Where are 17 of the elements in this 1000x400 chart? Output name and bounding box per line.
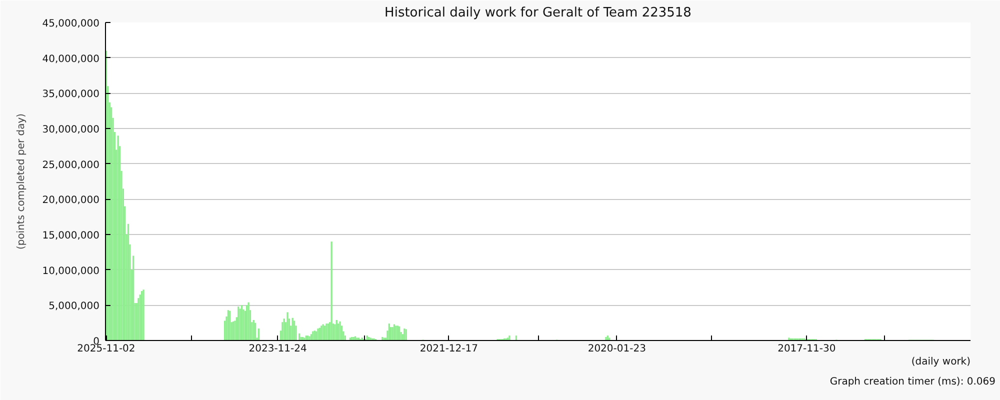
y-tick-label: 15,000,000 xyxy=(42,230,100,242)
y-tick-label: 25,000,000 xyxy=(42,160,100,171)
y-tick-label: 45,000,000 xyxy=(42,18,100,30)
chart-title: Historical daily work for Geralt of Team 223518 xyxy=(384,6,692,20)
y-tick-label: 5,000,000 xyxy=(48,301,100,312)
y-tick-label: 30,000,000 xyxy=(42,124,100,136)
y-tick-label: 20,000,000 xyxy=(42,195,100,206)
x-tick-label: 2023-11-24 xyxy=(248,344,307,354)
x-tick-label: 2021-12-17 xyxy=(420,344,478,354)
y-tick-label: 40,000,000 xyxy=(42,54,100,65)
text: Graph creation timer (ms): 0.069 xyxy=(830,376,996,388)
y-tick-label: 10,000,000 xyxy=(42,266,100,277)
x-tick-label: 2020-01-23 xyxy=(588,344,646,354)
x-axis-title: (daily work) xyxy=(911,356,971,368)
y-tick-label: 35,000,000 xyxy=(42,89,100,100)
x-tick-label: 2017-11-30 xyxy=(778,344,836,354)
y-axis-title: (points completed per day) xyxy=(16,113,28,250)
